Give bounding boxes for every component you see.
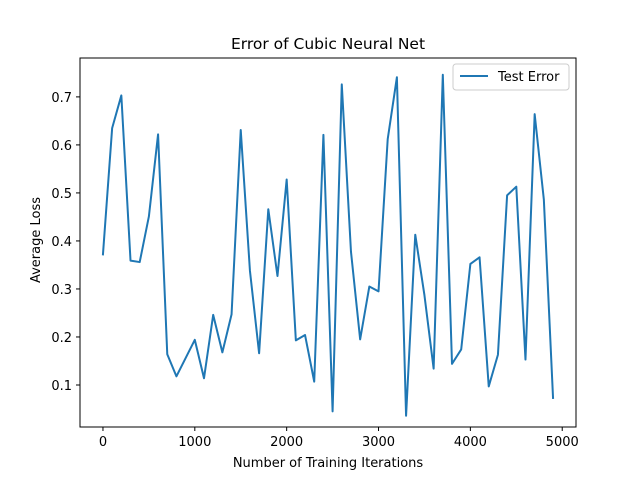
x-tick-label: 3000 [362,435,395,450]
x-tick-label: 1000 [178,435,211,450]
x-tick-label: 0 [99,435,107,450]
chart-title: Error of Cubic Neural Net [231,35,425,53]
y-tick-label: 0.3 [51,283,72,298]
y-axis-title: Average Loss [29,197,44,283]
axes-frame [79,57,577,428]
y-tick-label: 0.7 [51,91,72,106]
legend-label-test-error: Test Error [497,70,560,85]
y-tick-label: 0.5 [51,187,72,202]
y-tick-label: 0.4 [51,235,72,250]
legend: Test Error [452,63,570,91]
y-tick-label: 0.1 [51,379,72,394]
plot-area: 0 1000 2000 3000 4000 5000 0.1 0.2 0.3 0.4 0.5 0.6 0… [51,57,579,450]
y-tick-label: 0.2 [51,331,72,346]
x-tick-label: 4000 [454,435,487,450]
x-tick-label: 2000 [270,435,303,450]
series-line-test-error [101,73,555,417]
x-tick-label: 5000 [546,435,579,450]
legend-box [452,63,570,91]
x-axis-title: Number of Training Iterations [233,456,424,471]
y-tick-label: 0.6 [51,139,72,154]
